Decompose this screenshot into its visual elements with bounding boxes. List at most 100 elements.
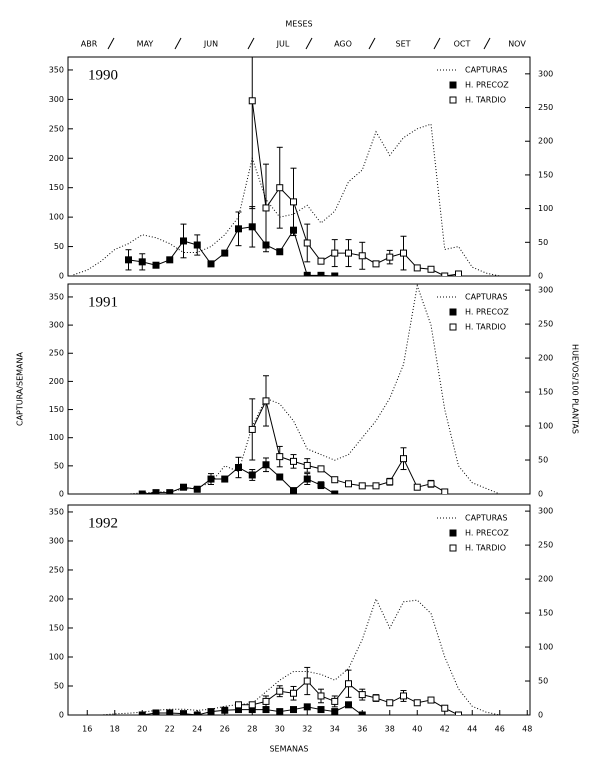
marker bbox=[262, 706, 270, 714]
legend-label: H. PRECOZ bbox=[465, 81, 509, 90]
marker bbox=[455, 270, 462, 276]
y2-axis-label: HUEVOS/100 PLANTAS bbox=[571, 344, 580, 434]
legend-label: H. TARDIO bbox=[465, 96, 506, 105]
marker bbox=[290, 487, 297, 494]
plot-frame bbox=[67, 56, 531, 277]
marker bbox=[276, 473, 284, 481]
month-label: OCT bbox=[454, 40, 471, 49]
x-tick-label: 30 bbox=[275, 725, 285, 734]
x-tick-label: 18 bbox=[110, 725, 120, 734]
marker bbox=[386, 478, 394, 486]
marker bbox=[413, 483, 421, 491]
marker bbox=[152, 489, 160, 494]
marker bbox=[441, 272, 449, 276]
month-label: JUL bbox=[276, 40, 290, 49]
marker bbox=[276, 687, 284, 695]
y2-tick-label: 100 bbox=[538, 422, 553, 431]
y2-tick-label: 200 bbox=[538, 354, 553, 363]
marker bbox=[427, 480, 435, 488]
x-tick-label: 46 bbox=[495, 725, 505, 734]
y2-tick-label: 300 bbox=[538, 507, 553, 516]
egg-line bbox=[251, 100, 459, 276]
y-tick-label: 100 bbox=[49, 213, 64, 222]
marker bbox=[166, 709, 174, 715]
x-tick-label: 32 bbox=[302, 725, 312, 734]
plot-area bbox=[73, 284, 500, 494]
marker bbox=[345, 480, 352, 488]
y-tick-label: 0 bbox=[59, 711, 64, 720]
marker bbox=[400, 455, 407, 463]
marker bbox=[331, 249, 339, 257]
marker bbox=[138, 711, 146, 715]
marker bbox=[248, 701, 256, 709]
x-axis-label: SEMANAS bbox=[269, 745, 308, 754]
marker bbox=[290, 198, 297, 206]
marker bbox=[180, 237, 187, 245]
marker bbox=[455, 711, 462, 715]
marker bbox=[166, 256, 174, 264]
marker bbox=[193, 241, 201, 249]
y-tick-label: 150 bbox=[49, 623, 64, 632]
marker bbox=[152, 709, 160, 715]
y2-tick-label: 250 bbox=[538, 103, 553, 112]
marker bbox=[138, 490, 146, 494]
y-tick-label: 300 bbox=[49, 321, 64, 330]
marker bbox=[235, 463, 242, 471]
y-tick-label: 250 bbox=[49, 565, 64, 574]
x-tick-label: 20 bbox=[137, 725, 147, 734]
y2-tick-label: 300 bbox=[538, 286, 553, 295]
marker bbox=[207, 475, 215, 483]
marker bbox=[193, 485, 201, 493]
plot-area bbox=[73, 597, 500, 715]
marker bbox=[372, 694, 380, 702]
marker bbox=[166, 489, 174, 494]
y2-tick-label: 100 bbox=[538, 204, 553, 213]
plot-area bbox=[73, 57, 500, 276]
y2-tick-label: 0 bbox=[538, 490, 543, 499]
panel-year: 1991 bbox=[88, 294, 118, 310]
marker bbox=[317, 257, 325, 265]
y-tick-label: 100 bbox=[49, 652, 64, 661]
capture-line bbox=[73, 123, 500, 276]
y2-tick-label: 250 bbox=[538, 541, 553, 550]
marker bbox=[235, 701, 242, 709]
marker bbox=[262, 397, 270, 405]
x-tick-label: 44 bbox=[467, 725, 477, 734]
marker bbox=[331, 490, 339, 494]
marker bbox=[345, 249, 352, 257]
marker bbox=[331, 272, 339, 276]
x-tick-label: 40 bbox=[412, 725, 422, 734]
x-tick-label: 22 bbox=[165, 725, 175, 734]
marker bbox=[345, 701, 352, 709]
marker bbox=[221, 706, 229, 714]
y2-tick-label: 150 bbox=[538, 388, 553, 397]
x-tick-label: 34 bbox=[330, 725, 340, 734]
panel-year: 1992 bbox=[88, 515, 118, 531]
y2-tick-label: 150 bbox=[538, 170, 553, 179]
y-tick-label: 150 bbox=[49, 183, 64, 192]
marker bbox=[303, 677, 311, 685]
y-axis-label: CAPTURA/SEMANA bbox=[16, 351, 25, 426]
marker bbox=[331, 476, 339, 484]
marker bbox=[317, 692, 325, 700]
x-tick-label: 16 bbox=[82, 725, 92, 734]
month-label: AGO bbox=[334, 40, 352, 49]
marker bbox=[303, 703, 311, 711]
marker bbox=[262, 697, 270, 705]
marker bbox=[290, 457, 297, 465]
marker bbox=[152, 261, 160, 269]
y-tick-label: 0 bbox=[59, 490, 64, 499]
plot-frame bbox=[67, 504, 531, 716]
month-label: NOV bbox=[508, 40, 526, 49]
y2-tick-label: 150 bbox=[538, 609, 553, 618]
marker bbox=[427, 265, 435, 273]
marker bbox=[358, 252, 366, 260]
legend-marker bbox=[449, 96, 457, 104]
y2-tick-label: 0 bbox=[538, 272, 543, 281]
legend-marker bbox=[449, 308, 457, 316]
marker bbox=[290, 689, 297, 697]
y2-tick-label: 200 bbox=[538, 575, 553, 584]
y2-tick-label: 300 bbox=[538, 69, 553, 78]
y2-tick-label: 200 bbox=[538, 137, 553, 146]
